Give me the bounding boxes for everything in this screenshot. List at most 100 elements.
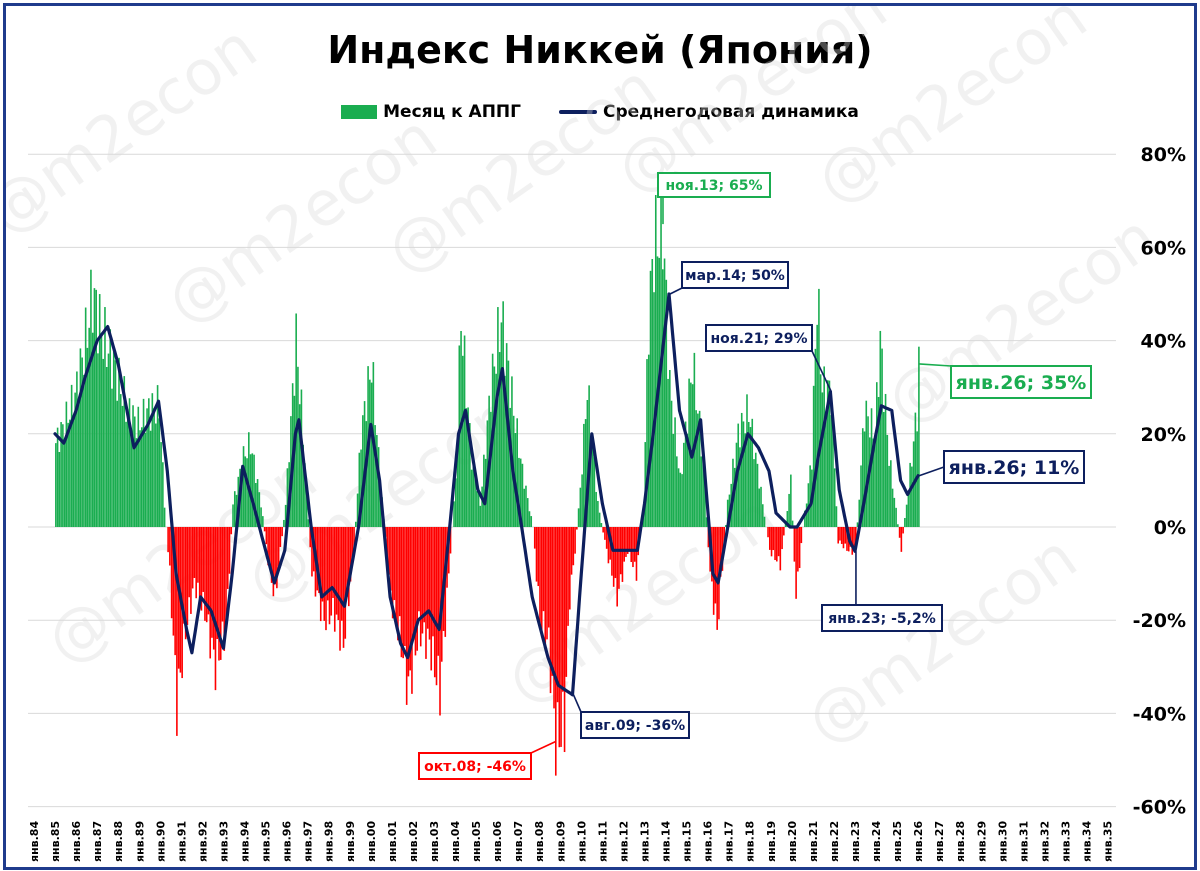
bar (804, 510, 806, 527)
bar (704, 483, 706, 527)
annotation-box (580, 711, 690, 739)
bar (753, 459, 755, 527)
bar (669, 370, 671, 527)
bar (235, 494, 238, 527)
bar (323, 527, 326, 621)
bar (490, 411, 492, 527)
bar (262, 516, 264, 527)
bar (914, 412, 917, 527)
annotation-label: янв.23; -5,2% (828, 611, 935, 627)
bar (523, 488, 526, 527)
annotation-label: авг.09; -36% (585, 718, 685, 734)
bar (725, 525, 727, 527)
bar (121, 405, 124, 527)
bar (800, 527, 803, 544)
bar (155, 423, 157, 527)
bar (72, 420, 75, 527)
bar (621, 527, 624, 582)
bar (337, 527, 340, 621)
bar (105, 366, 108, 527)
bar (832, 414, 834, 527)
bar (407, 527, 410, 677)
annotation-box (943, 450, 1085, 484)
legend-item-bars: Месяц к АППГ (341, 102, 521, 122)
bar (837, 527, 840, 544)
bar (612, 527, 615, 587)
bar (114, 360, 117, 527)
x-tick-label: янв.00 (365, 821, 378, 862)
bar (835, 506, 838, 527)
bar (462, 355, 464, 527)
bar (230, 527, 233, 535)
bar (498, 352, 501, 527)
bar (519, 458, 522, 527)
bar (747, 421, 750, 527)
bar (525, 485, 527, 527)
x-tick-label: янв.97 (302, 821, 315, 862)
bar (335, 527, 338, 615)
x-tick-label: янв.30 (996, 821, 1009, 862)
bar (339, 527, 341, 651)
bar (742, 421, 745, 527)
bar (349, 527, 352, 582)
bar (188, 527, 190, 598)
bar (340, 527, 343, 621)
x-tick-label: янв.35 (1102, 821, 1115, 862)
bar (849, 527, 852, 547)
bar (809, 465, 811, 527)
x-tick-label: янв.23 (849, 821, 862, 862)
bar (148, 398, 150, 527)
bar (830, 415, 832, 527)
bar (746, 394, 748, 527)
bar (100, 335, 103, 527)
bar (207, 527, 210, 615)
x-tick-label: янв.87 (91, 821, 104, 862)
bar (55, 443, 57, 527)
bar (400, 527, 403, 658)
bar (749, 427, 752, 527)
bar (202, 527, 204, 592)
bar (412, 527, 415, 639)
bar (421, 527, 424, 634)
chart-title: Индекс Никкей (Япония) (327, 28, 873, 72)
bar (362, 415, 364, 527)
bar (58, 452, 61, 527)
bar (481, 486, 483, 527)
bar (151, 393, 154, 527)
x-tick-label: янв.88 (112, 821, 125, 862)
annotation-box (657, 172, 771, 198)
bar (223, 527, 226, 651)
bar (186, 527, 189, 625)
bar (393, 527, 396, 601)
bar (242, 446, 245, 527)
bar (63, 440, 66, 527)
bar (653, 292, 655, 527)
bar (205, 527, 208, 623)
bar (211, 527, 213, 638)
x-tick-label: янв.04 (449, 821, 462, 862)
bar (598, 512, 601, 527)
bar (788, 493, 790, 527)
bar (263, 527, 266, 532)
bar (740, 412, 743, 527)
bar (877, 396, 880, 527)
chart-frame: Индекс Никкей (Япония) Месяц к АППГ Сред… (3, 3, 1197, 870)
bar (507, 360, 510, 527)
bar (661, 269, 664, 527)
bar (590, 440, 592, 527)
bar (605, 527, 608, 549)
x-tick-label: янв.14 (660, 821, 673, 862)
bar (625, 527, 627, 557)
bar (56, 427, 59, 527)
bar (754, 452, 757, 527)
bar (600, 523, 603, 527)
bar (379, 488, 382, 527)
x-tick-label: янв.16 (702, 821, 715, 862)
bar (395, 527, 397, 622)
bar (133, 416, 136, 527)
bar (674, 417, 676, 527)
bar (902, 527, 904, 534)
bar (768, 527, 771, 550)
bar (591, 444, 594, 527)
bar (86, 347, 89, 527)
